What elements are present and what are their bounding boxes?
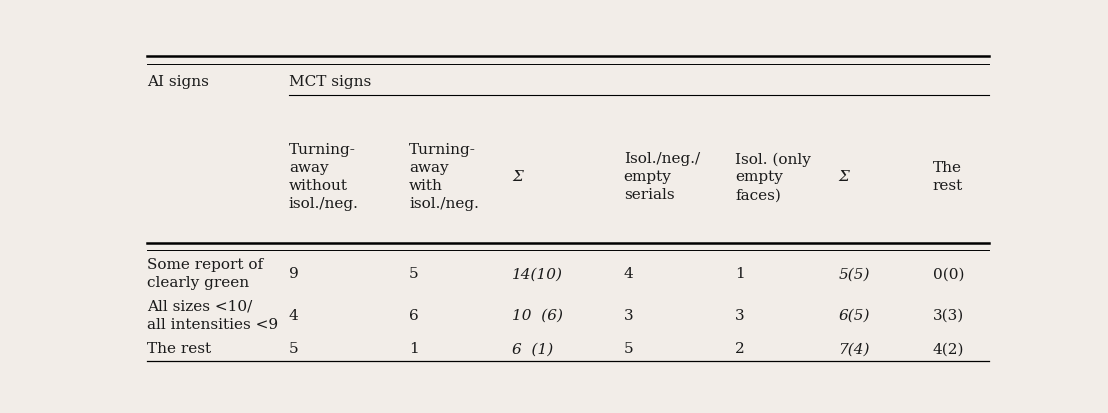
Text: 5: 5 (624, 342, 634, 356)
Text: 7(4): 7(4) (839, 342, 870, 356)
Text: Σ: Σ (839, 170, 849, 184)
Text: 6  (1): 6 (1) (512, 342, 553, 356)
Text: Some report of
clearly green: Some report of clearly green (147, 258, 264, 290)
Text: Turning-
away
with
isol./neg.: Turning- away with isol./neg. (409, 143, 479, 211)
Text: 3(3): 3(3) (933, 308, 964, 322)
Text: The rest: The rest (147, 342, 212, 356)
Text: 3: 3 (624, 308, 634, 322)
Text: Isol. (only
empty
faces): Isol. (only empty faces) (736, 152, 811, 202)
Text: 10  (6): 10 (6) (512, 308, 563, 322)
Text: AI signs: AI signs (147, 74, 209, 88)
Text: The
rest: The rest (933, 161, 963, 192)
Text: 14(10): 14(10) (512, 267, 563, 281)
Text: 5: 5 (289, 342, 298, 356)
Text: Turning-
away
without
isol./neg.: Turning- away without isol./neg. (289, 143, 359, 211)
Text: 1: 1 (736, 267, 745, 281)
Text: All sizes <10/
all intensities <9: All sizes <10/ all intensities <9 (147, 299, 278, 331)
Text: MCT signs: MCT signs (289, 74, 371, 88)
Text: Isol./neg./
empty
serials: Isol./neg./ empty serials (624, 152, 700, 202)
Text: Σ: Σ (512, 170, 523, 184)
Text: 5(5): 5(5) (839, 267, 870, 281)
Text: 1: 1 (409, 342, 419, 356)
Text: 4: 4 (289, 308, 298, 322)
Text: 4: 4 (624, 267, 634, 281)
Text: 5: 5 (409, 267, 419, 281)
Text: 2: 2 (736, 342, 745, 356)
Text: 3: 3 (736, 308, 745, 322)
Text: 9: 9 (289, 267, 298, 281)
Text: 6: 6 (409, 308, 419, 322)
Text: 0(0): 0(0) (933, 267, 964, 281)
Text: 4(2): 4(2) (933, 342, 964, 356)
Text: 6(5): 6(5) (839, 308, 870, 322)
